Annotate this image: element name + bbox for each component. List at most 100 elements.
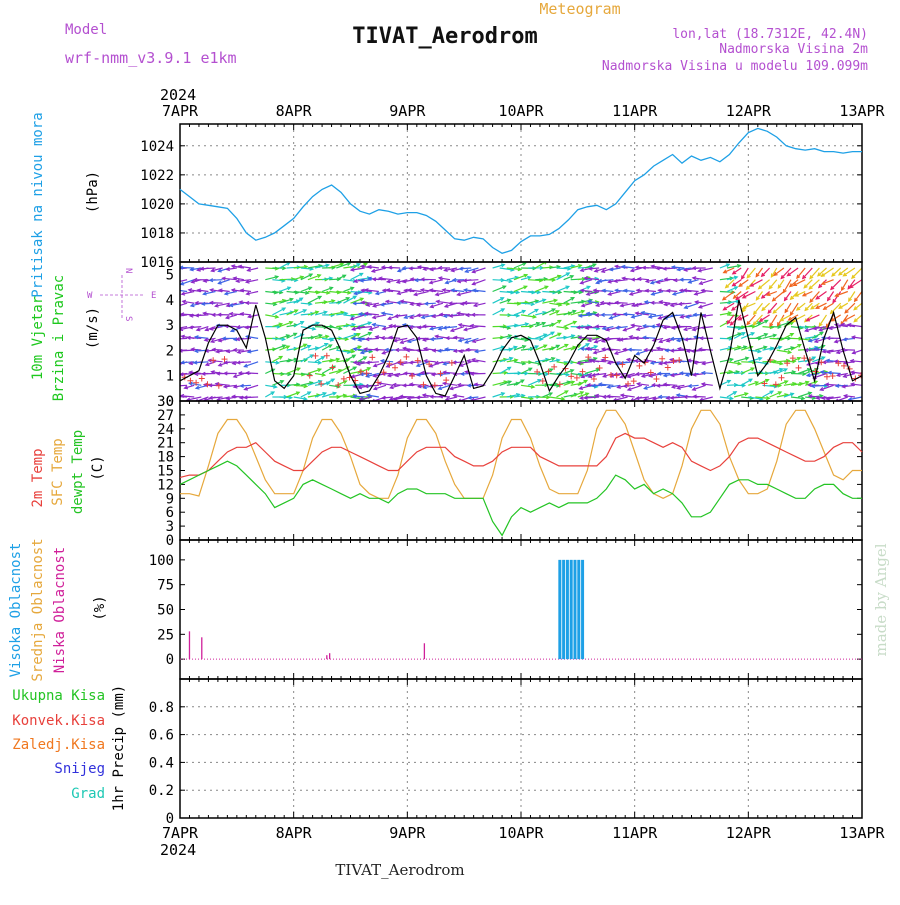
y-tick-label: 24 <box>157 422 174 438</box>
sfc-temp-line <box>180 410 862 498</box>
y-tick-label: 1022 <box>140 168 174 184</box>
panel-frame <box>180 401 862 540</box>
y-tick-label: 50 <box>157 603 174 619</box>
y-tick-label: 0 <box>166 652 174 668</box>
wind-arrow <box>176 303 187 306</box>
time-tick-label: 11APR <box>612 102 658 120</box>
meteogram-label: Meteogram <box>539 0 620 18</box>
wind-arrow-head <box>176 280 179 283</box>
compass-n: N <box>123 268 133 273</box>
wind-arrow-head <box>167 289 170 292</box>
wind-arrow <box>169 338 180 339</box>
compass-s: S <box>123 316 133 321</box>
wind-arrow-head <box>169 338 172 341</box>
high-cloud-bar <box>573 560 576 659</box>
y-tick-label: 4 <box>166 293 174 309</box>
gust-mark <box>796 365 802 371</box>
gust-mark <box>312 353 318 359</box>
y-tick-label: 3 <box>166 318 174 334</box>
compass-w: W <box>87 291 93 301</box>
y-tick-label: 6 <box>166 505 174 521</box>
gust-mark <box>307 373 313 379</box>
legend-grad: Grad <box>71 786 105 802</box>
wind-arrow <box>168 315 180 317</box>
wind-arrow-head <box>176 289 179 292</box>
gust-mark <box>614 372 620 378</box>
legend-snijeg: Snijeg <box>54 761 105 777</box>
time-tick-label: 9APR <box>389 824 426 842</box>
y-tick-label: 0 <box>166 811 174 827</box>
y-tick-label: 0.6 <box>149 728 174 744</box>
panel-frame <box>180 679 862 818</box>
y-tick-label: 15 <box>157 464 174 480</box>
temp-label-2m: 2m Temp <box>30 448 46 507</box>
cloud-label-low: Niska Oblacnost <box>52 547 68 673</box>
model-altitude-label: Nadmorska Visina u modelu 109.099m <box>602 59 868 74</box>
wind-ylabel: 10m Vjetar <box>30 296 46 380</box>
wind-arrow <box>845 303 855 313</box>
pressure-ylabel: Pritisak na nivou mora <box>30 112 46 297</box>
high-cloud-bar <box>562 560 565 659</box>
wind-arrow <box>747 268 755 278</box>
gust-mark <box>330 364 336 370</box>
compass-e: E <box>151 291 156 301</box>
model-name: wrf-nmm_v3.9.1 e1km <box>65 49 237 67</box>
gust-mark <box>187 378 193 384</box>
wind-arrow <box>301 355 313 362</box>
y-tick-label: 30 <box>157 394 174 410</box>
wind-arrow-head <box>177 395 180 398</box>
high-cloud-bar <box>566 560 569 659</box>
wind-arrow <box>819 315 826 326</box>
wind-ylabel-sub: Brzina i Pravac <box>51 275 67 401</box>
time-tick-label: 7APR <box>162 102 199 120</box>
time-tick-label: 8APR <box>276 824 313 842</box>
gust-mark <box>199 375 205 381</box>
altitude-label: Nadmorska Visina 2m <box>719 42 868 57</box>
wind-arrow-head <box>176 326 179 329</box>
wind-arrow <box>769 280 777 289</box>
gust-mark <box>659 356 665 362</box>
gust-mark <box>324 353 330 359</box>
time-tick-label: 11APR <box>612 824 658 842</box>
wind-arrow <box>831 280 841 290</box>
wind-arrow <box>167 290 180 292</box>
wind-arrow <box>762 268 770 276</box>
high-cloud-bar <box>581 560 584 659</box>
y-tick-label: 5 <box>166 268 174 284</box>
y-tick-label: 25 <box>157 627 174 643</box>
wind-arrow <box>787 268 798 276</box>
watermark: made by Angel <box>872 543 890 656</box>
wind-arrow <box>754 303 763 314</box>
y-tick-label: 100 <box>149 553 174 569</box>
wind-arrow-field <box>165 261 864 402</box>
y-tick-label: 0 <box>166 533 174 549</box>
time-tick-label: 10APR <box>498 824 544 842</box>
y-tick-label: 0.2 <box>149 783 174 799</box>
year-bottom: 2024 <box>160 841 196 859</box>
wind-arrow <box>165 360 180 362</box>
gust-mark <box>653 376 659 382</box>
temp-unit: (C) <box>90 455 106 480</box>
gust-mark <box>443 377 449 383</box>
pressure-unit: (hPa) <box>85 171 101 213</box>
y-tick-label: 75 <box>157 578 174 594</box>
wind-arrow-head <box>176 267 179 270</box>
legend-konvek: Konvek.Kisa <box>12 713 105 729</box>
panel-frame <box>180 540 862 679</box>
y-tick-label: 9 <box>166 491 174 507</box>
legend-ukupna: Ukupna Kisa <box>12 688 105 704</box>
cloud-label-high: Visoka Oblacnost <box>8 543 24 678</box>
lonlat-label: lon,lat (18.7312E, 42.4N) <box>672 27 868 42</box>
wind-arrow <box>854 315 862 322</box>
time-tick-label: 9APR <box>389 102 426 120</box>
y-tick-label: 1024 <box>140 139 174 155</box>
wind-arrow <box>592 385 606 386</box>
y-tick-label: 1020 <box>140 197 174 213</box>
wind-arrow <box>244 397 258 398</box>
time-tick-label: 12APR <box>726 824 772 842</box>
y-tick-label: 27 <box>157 408 174 424</box>
